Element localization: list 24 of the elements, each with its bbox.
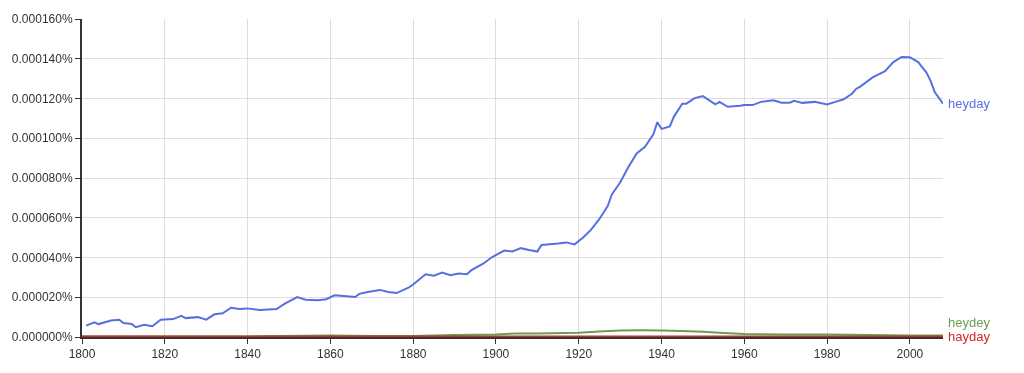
x-tick-label: 1980 — [813, 347, 841, 362]
y-tick-label: 0.000120% — [11, 91, 73, 106]
y-tick-label: 0.000080% — [11, 171, 73, 186]
y-tick-label: 0.000100% — [11, 131, 73, 146]
line-series — [85, 55, 943, 329]
y-tick-label: 0.000000% — [11, 330, 73, 345]
x-tick-label: 2000 — [896, 347, 924, 362]
series-label: hayday — [948, 329, 991, 344]
y-tick-label: 0.000140% — [11, 51, 73, 66]
x-tick-label: 1800 — [68, 347, 96, 362]
y-tick-label: 0.000160% — [11, 12, 73, 27]
series-label: heyday — [948, 96, 991, 111]
x-tick-label: 1960 — [730, 347, 758, 362]
x-tick-label: 1880 — [399, 347, 427, 362]
x-tick-label: 1840 — [234, 347, 262, 362]
y-tick-label: 0.000020% — [11, 290, 73, 305]
series-label: heydey — [948, 315, 991, 330]
x-tick-label: 1860 — [317, 347, 345, 362]
x-tick-label: 1940 — [648, 347, 676, 362]
x-tick-label: 1920 — [565, 347, 593, 362]
y-tick-label: 0.000040% — [11, 250, 73, 265]
x-tick-label: 1900 — [482, 347, 510, 362]
x-tick-label: 1820 — [151, 347, 179, 362]
y-tick-label: 0.000060% — [11, 210, 73, 225]
